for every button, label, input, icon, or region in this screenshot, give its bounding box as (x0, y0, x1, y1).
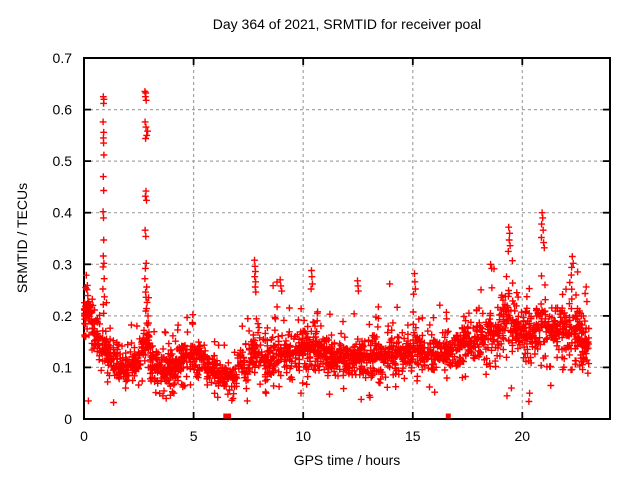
y-tick-label: 0.3 (53, 256, 73, 272)
y-tick-label: 0.4 (53, 205, 73, 221)
y-tick-label: 0 (64, 411, 72, 427)
chart-title: Day 364 of 2021, SRMTID for receiver poa… (213, 16, 481, 32)
gridlines (84, 58, 610, 419)
x-tick-label: 20 (515, 428, 531, 444)
y-tick-label: 0.6 (53, 102, 73, 118)
zero-value-marker (226, 413, 232, 419)
x-axis-label: GPS time / hours (294, 452, 401, 468)
x-tick-label: 5 (190, 428, 198, 444)
y-tick-label: 0.7 (53, 50, 73, 66)
y-tick-label: 0.1 (53, 359, 73, 375)
data-points (80, 88, 593, 419)
zero-value-marker (223, 413, 229, 419)
plot-border (83, 57, 611, 420)
x-tick-label: 0 (80, 428, 88, 444)
y-tick-label: 0.5 (53, 153, 73, 169)
y-tick-label: 0.2 (53, 308, 73, 324)
zero-value-marker (445, 413, 451, 419)
tick-labels: 0 5 10 15 20 0 0.1 0.2 0.3 0.4 0.5 0.6 0.7 (53, 50, 531, 444)
y-axis-label: SRMTID / TECUs (14, 183, 30, 293)
x-tick-label: 10 (295, 428, 311, 444)
x-tick-label: 15 (405, 428, 421, 444)
